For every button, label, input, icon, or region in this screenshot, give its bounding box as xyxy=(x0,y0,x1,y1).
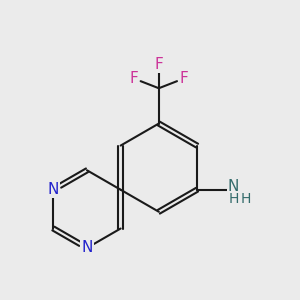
Text: H: H xyxy=(241,191,251,206)
Text: N: N xyxy=(81,240,93,255)
Text: H: H xyxy=(228,191,239,206)
Text: F: F xyxy=(129,71,138,86)
Text: F: F xyxy=(180,71,189,86)
Text: N: N xyxy=(48,182,59,197)
Text: N: N xyxy=(228,179,239,194)
Text: F: F xyxy=(154,57,163,72)
